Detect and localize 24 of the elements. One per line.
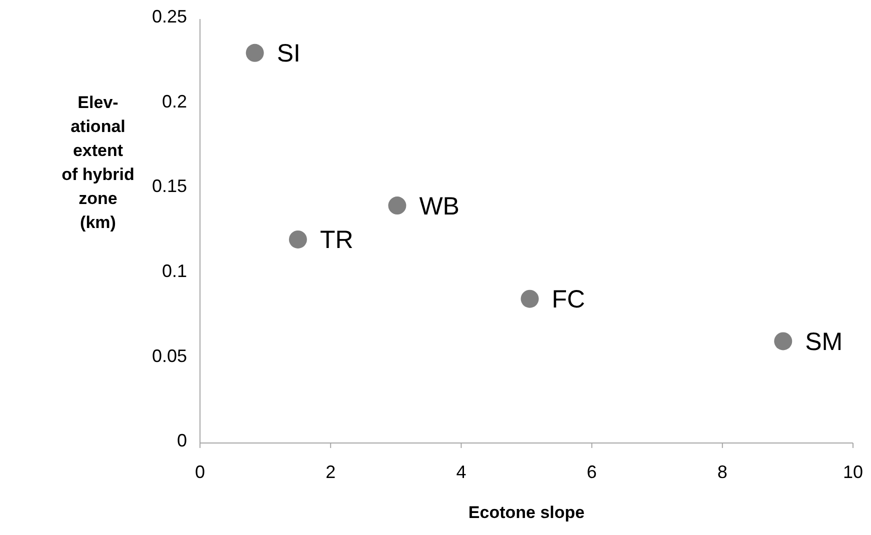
x-axis-title: Ecotone slope — [468, 503, 585, 522]
x-tick-label: 10 — [842, 462, 864, 482]
point — [246, 44, 264, 62]
annotation: TR — [320, 226, 354, 254]
point — [388, 196, 406, 215]
annotation: FC — [552, 286, 586, 314]
y-tick-label: 0.1 — [162, 261, 187, 281]
y-tick-label: 0.15 — [152, 176, 187, 196]
x-tick-label: 4 — [456, 462, 466, 482]
point — [288, 230, 307, 248]
x-tick-label: 0 — [194, 462, 206, 482]
annotation: WB — [419, 192, 460, 220]
y-axis-title: Elev- ational extent of hybrid zone (km) — [62, 93, 134, 232]
annotation: SM — [805, 328, 843, 356]
y-tick-label: 0 — [176, 430, 187, 451]
x-tick-label: 6 — [586, 462, 597, 482]
y-tick-label: 0.25 — [152, 6, 187, 27]
point — [520, 290, 539, 308]
x-tick-label: 2 — [326, 462, 336, 482]
y-tick-label: 0.05 — [152, 346, 187, 366]
y-tick-label: 0.2 — [162, 91, 187, 112]
x-tick-label: 8 — [717, 462, 728, 482]
annotation: SI — [276, 40, 300, 68]
point — [774, 332, 792, 350]
